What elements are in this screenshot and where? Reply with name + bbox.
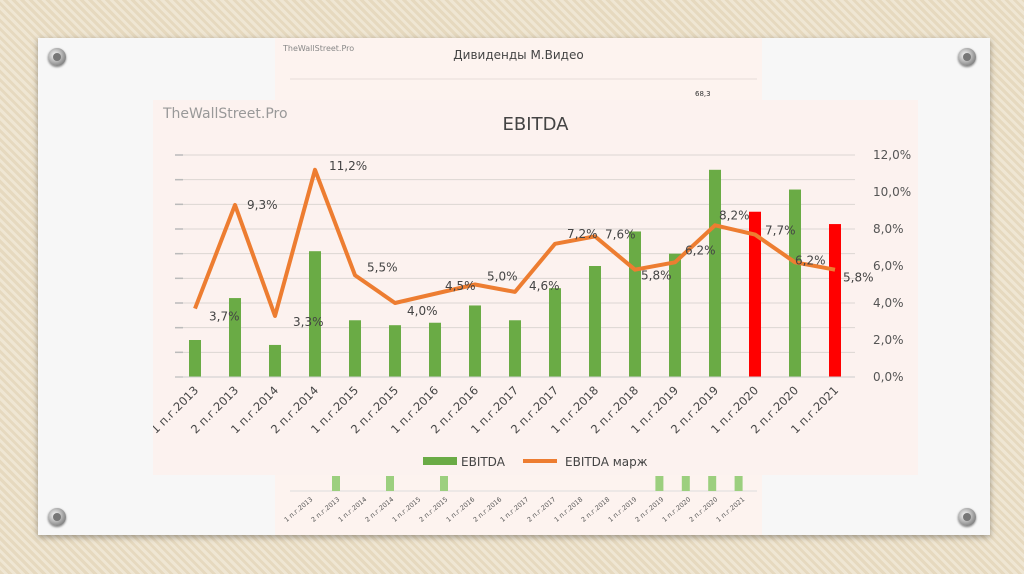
screw-icon xyxy=(958,508,976,526)
right-axis-tick-label: 0,0% xyxy=(873,370,904,384)
back-value-label: 68,3 xyxy=(695,90,711,98)
back-category-label: 1 п.г.2013 xyxy=(283,495,315,523)
back-category-label: 1 п.г.2019 xyxy=(607,495,639,523)
bar-ebitda xyxy=(269,344,281,377)
line-ebitda-margin xyxy=(193,167,836,318)
right-axis-tick-label: 8,0% xyxy=(873,222,904,236)
bar-ebitda xyxy=(709,169,721,377)
data-label: 4,6% xyxy=(529,279,560,293)
back-bar xyxy=(708,476,717,491)
back-category-label: 2 п.г.2015 xyxy=(418,495,450,523)
back-bar xyxy=(681,476,690,491)
data-label: 5,8% xyxy=(843,271,874,285)
legend-label-ebitda: EBITDA xyxy=(461,455,506,469)
screw-icon xyxy=(48,48,66,66)
data-label: 3,7% xyxy=(209,310,240,324)
data-label: 9,3% xyxy=(247,198,278,212)
right-axis-tick-label: 2,0% xyxy=(873,333,904,347)
data-label: 7,7% xyxy=(765,224,796,238)
right-axis-tick-label: 12,0% xyxy=(873,148,911,162)
back-brand: TheWallStreet.Pro xyxy=(283,44,355,53)
bar-ebitda xyxy=(829,224,841,377)
data-label: 11,2% xyxy=(329,159,367,173)
back-title: Дивиденды М.Видео xyxy=(453,48,584,62)
back-category-label: 2 п.г.2014 xyxy=(364,495,396,523)
right-axis-tick-label: 6,0% xyxy=(873,259,904,273)
back-bar xyxy=(734,476,743,491)
bar-ebitda xyxy=(349,320,361,377)
data-label: 6,2% xyxy=(685,243,716,257)
data-label: 5,0% xyxy=(487,270,518,284)
bar-ebitda xyxy=(389,325,401,377)
back-bar xyxy=(386,476,394,491)
right-axis-tick-label: 4,0% xyxy=(873,296,904,310)
bar-ebitda xyxy=(469,305,481,377)
back-bar xyxy=(440,476,448,491)
bar-ebitda xyxy=(509,320,521,377)
back-category-label: 1 п.г.2017 xyxy=(499,495,531,523)
back-bar xyxy=(332,476,340,491)
bar-ebitda xyxy=(749,211,761,377)
data-label: 8,2% xyxy=(719,208,750,222)
legend-label-margin: EBITDA марж xyxy=(565,455,648,469)
data-label: 7,2% xyxy=(567,227,598,241)
back-category-label: 2 п.г.2016 xyxy=(472,495,504,523)
data-label: 5,8% xyxy=(641,269,672,283)
back-category-label: 1 п.г.2015 xyxy=(391,495,423,523)
back-category-label: 1 п.г.2018 xyxy=(553,495,585,523)
brand-watermark: TheWallStreet.Pro xyxy=(163,106,288,122)
screw-icon xyxy=(958,48,976,66)
back-category-label: 1 п.г.2020 xyxy=(661,495,693,523)
data-label: 3,3% xyxy=(293,315,324,329)
legend-swatch-ebitda xyxy=(423,457,457,465)
bar-ebitda xyxy=(429,322,441,377)
bar-ebitda xyxy=(789,189,801,377)
screw-icon xyxy=(48,508,66,526)
data-label: 5,5% xyxy=(367,260,398,274)
bar-ebitda xyxy=(189,340,201,377)
ebitda-chart: TheWallStreet.Pro EBITDA 0,0% 2,0% 4,0% 6,0… xyxy=(153,100,918,475)
back-category-label: 1 п.г.2021 xyxy=(715,495,747,523)
bar-ebitda xyxy=(629,231,641,377)
back-category-label: 2 п.г.2018 xyxy=(580,495,612,523)
bar-ebitda xyxy=(549,288,561,377)
bar-ebitda xyxy=(309,251,321,377)
back-category-label: 1 п.г.2016 xyxy=(445,495,477,523)
data-label: 7,6% xyxy=(605,227,636,241)
bar-ebitda xyxy=(589,266,601,377)
back-category-label: 2 п.г.2013 xyxy=(310,495,342,523)
right-axis-tick-label: 10,0% xyxy=(873,185,911,199)
bar-ebitda xyxy=(669,253,681,377)
data-label: 6,2% xyxy=(795,253,826,267)
back-category-label: 2 п.г.2020 xyxy=(688,495,720,523)
chart-title: EBITDA xyxy=(502,114,569,135)
back-category-label: 2 п.г.2017 xyxy=(526,495,558,523)
bar-ebitda xyxy=(229,298,241,377)
back-category-label: 1 п.г.2014 xyxy=(337,495,369,523)
back-bar xyxy=(655,476,664,491)
back-category-label: 2 п.г.2019 xyxy=(634,495,666,523)
chart-svg: 0,0% 2,0% 4,0% 6,0% 8,0% 10,0% 12,0% 3,7% 9,3% 3,… xyxy=(153,148,911,469)
data-label: 4,0% xyxy=(407,304,438,318)
data-label: 4,5% xyxy=(445,279,476,293)
